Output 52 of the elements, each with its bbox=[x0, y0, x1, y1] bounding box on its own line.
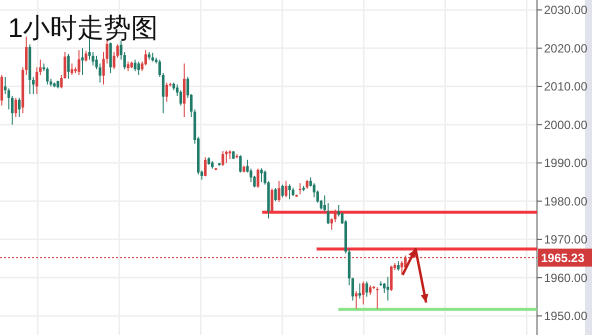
y-tick-label: 2010.00 bbox=[544, 80, 588, 94]
y-tick-label: 2000.00 bbox=[544, 118, 588, 132]
candlestick bbox=[144, 50, 147, 66]
text: 1小时走势图 bbox=[8, 13, 158, 43]
candlestick bbox=[256, 168, 260, 188]
candlestick bbox=[274, 188, 277, 202]
candlestick bbox=[179, 90, 182, 106]
candlestick bbox=[134, 59, 136, 72]
candlestick bbox=[46, 66, 49, 86]
y-tick-label: 1980.00 bbox=[544, 194, 588, 208]
y-tick-label: 1960.00 bbox=[544, 270, 588, 285]
candlestick bbox=[18, 97, 21, 118]
candlestick bbox=[284, 180, 288, 198]
candlestick bbox=[0, 74, 4, 106]
candlestick bbox=[81, 48, 84, 76]
candlestick bbox=[376, 286, 379, 310]
candlestick bbox=[362, 280, 365, 305]
candlestick bbox=[84, 50, 88, 62]
candlestick bbox=[204, 156, 207, 177]
candlestick bbox=[386, 276, 390, 302]
candlestick bbox=[239, 154, 242, 173]
candlestick bbox=[354, 290, 358, 310]
candlestick bbox=[36, 66, 38, 95]
candlestick bbox=[326, 202, 330, 225]
candlestick bbox=[222, 150, 224, 166]
candlestick bbox=[278, 180, 280, 202]
candlestick bbox=[4, 76, 7, 95]
candlestick bbox=[70, 62, 74, 76]
candlestick bbox=[67, 53, 70, 80]
candlestick bbox=[288, 184, 291, 200]
y-tick-label: 1970.00 bbox=[544, 232, 588, 247]
candlestick bbox=[14, 97, 18, 118]
ref-line-label: 1965.23 bbox=[541, 250, 585, 265]
y-tick-label: 1990.00 bbox=[544, 156, 588, 170]
candlestick bbox=[397, 260, 400, 272]
candlestick bbox=[334, 209, 336, 223]
candlestick bbox=[390, 265, 393, 292]
candlestick bbox=[165, 82, 168, 102]
candlestick bbox=[365, 280, 368, 298]
candlestick bbox=[298, 182, 302, 195]
y-tick-label: 1950.00 bbox=[544, 309, 588, 324]
candlestick bbox=[260, 168, 263, 183]
candlestick bbox=[78, 50, 80, 76]
candlestick bbox=[368, 284, 372, 296]
candlestick bbox=[383, 282, 386, 294]
candlestick bbox=[270, 188, 274, 214]
candlestick bbox=[137, 61, 140, 76]
candlestick bbox=[281, 184, 284, 198]
candlestick bbox=[400, 260, 404, 276]
y-tick-label: 2030.00 bbox=[544, 3, 588, 18]
y-tick-label: 2020.00 bbox=[544, 41, 588, 56]
candlestick bbox=[126, 61, 130, 72]
